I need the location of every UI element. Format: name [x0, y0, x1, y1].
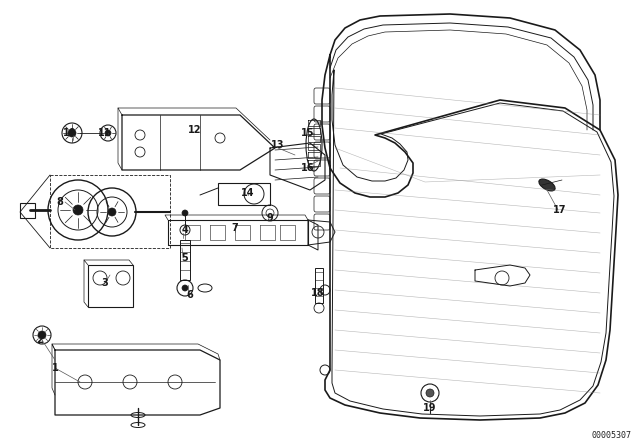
Text: 11: 11 — [99, 128, 112, 138]
Text: 4: 4 — [182, 225, 188, 235]
Text: 8: 8 — [56, 197, 63, 207]
Text: 18: 18 — [311, 288, 325, 298]
Text: 7: 7 — [232, 223, 238, 233]
Circle shape — [182, 285, 188, 291]
Circle shape — [182, 210, 188, 216]
Circle shape — [73, 205, 83, 215]
Text: 14: 14 — [241, 188, 255, 198]
Text: 15: 15 — [301, 128, 315, 138]
Text: 10: 10 — [63, 128, 77, 138]
Text: 6: 6 — [187, 290, 193, 300]
Circle shape — [105, 130, 111, 136]
Text: 19: 19 — [423, 403, 436, 413]
Circle shape — [108, 208, 116, 216]
Text: 00005307: 00005307 — [592, 431, 632, 440]
Bar — [180, 240, 190, 280]
Bar — [218, 183, 270, 205]
Text: 17: 17 — [553, 205, 567, 215]
Bar — [88, 265, 133, 307]
Text: 1: 1 — [52, 363, 58, 373]
Circle shape — [426, 389, 434, 397]
Text: 12: 12 — [188, 125, 202, 135]
Text: 5: 5 — [182, 253, 188, 263]
Text: 9: 9 — [267, 213, 273, 223]
Circle shape — [38, 331, 46, 339]
Text: 16: 16 — [301, 163, 315, 173]
Bar — [315, 268, 323, 303]
Text: 13: 13 — [271, 140, 285, 150]
Circle shape — [68, 129, 76, 137]
Text: 2: 2 — [36, 335, 44, 345]
Text: 3: 3 — [102, 278, 108, 288]
Bar — [20, 203, 35, 218]
Ellipse shape — [539, 179, 555, 191]
